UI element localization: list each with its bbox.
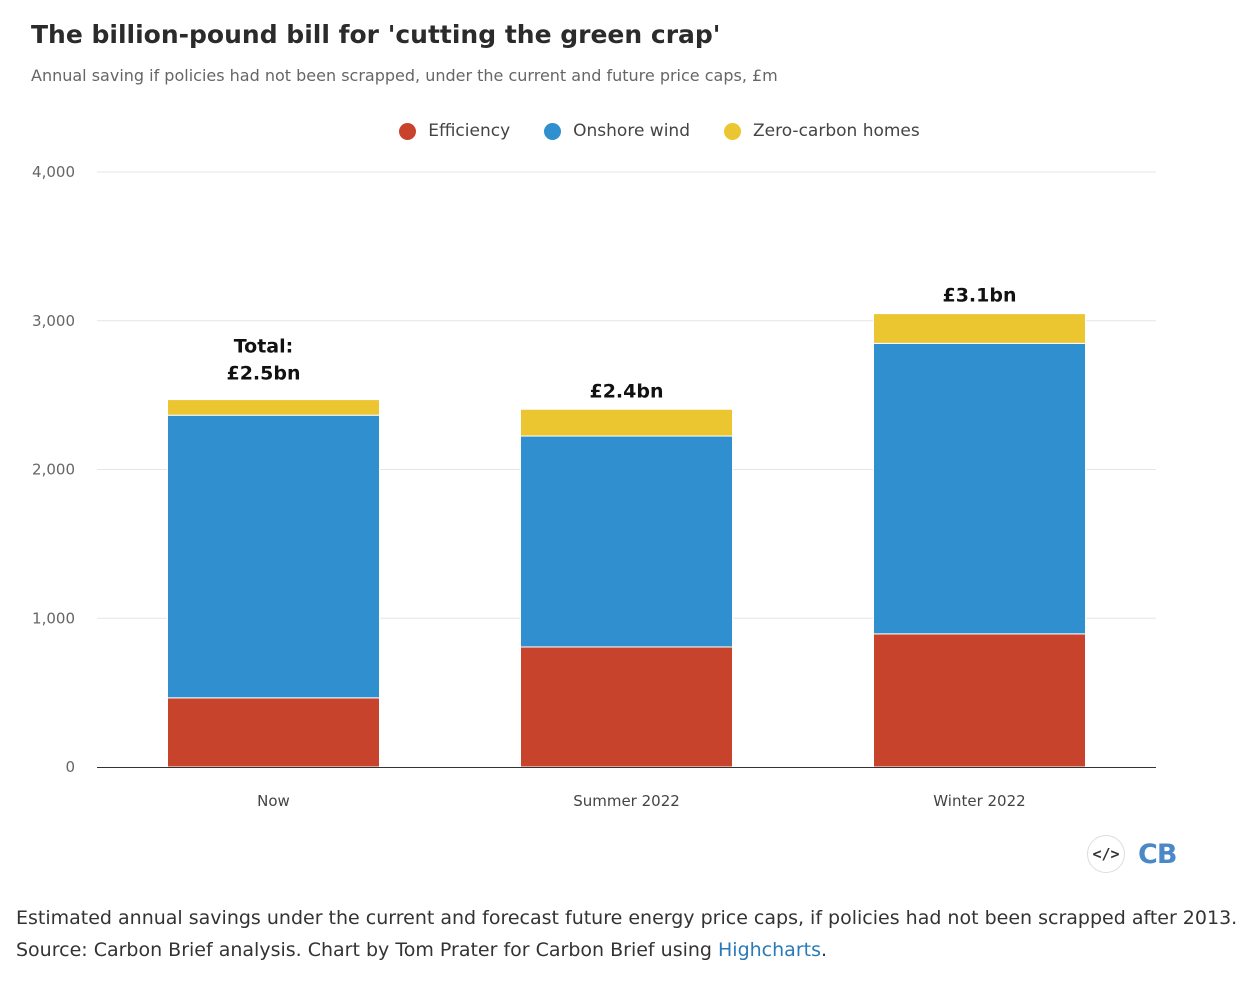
carbon-brief-logo[interactable]: CB [1138, 838, 1177, 870]
caption-source: Source: Carbon Brief analysis. Chart by … [16, 939, 719, 961]
stack-total-value: £2.4bn [589, 380, 663, 402]
chart-title: The billion-pound bill for 'cutting the … [31, 20, 721, 49]
embed-code-icon[interactable]: </> [1087, 835, 1125, 873]
caption-period: . [820, 939, 828, 961]
legend-label-onshore-wind: Onshore wind [573, 121, 690, 141]
x-tick-label: Now [257, 792, 290, 810]
x-tick-label: Winter 2022 [933, 792, 1025, 810]
bar-zero-carbon-homes [520, 408, 733, 437]
legend-item-onshore-wind[interactable]: Onshore wind [544, 121, 690, 141]
legend-dot-efficiency [399, 122, 417, 140]
stack-total-label: Total: [234, 336, 294, 358]
stack-total-value: £2.5bn [226, 363, 300, 385]
caption-line-1: Estimated annual savings under the curre… [16, 907, 1238, 929]
legend-item-efficiency[interactable]: Efficiency [399, 121, 510, 141]
bar-efficiency [873, 633, 1086, 768]
highcharts-link[interactable]: Highcharts [718, 939, 821, 961]
legend-label-zero-carbon-homes: Zero-carbon homes [753, 121, 920, 141]
bar-efficiency [167, 697, 380, 768]
bar-zero-carbon-homes [873, 313, 1086, 344]
stack-total-value: £3.1bn [942, 285, 1016, 307]
y-tick-label: 2,000 [32, 461, 75, 479]
legend-dot-zero-carbon-homes [724, 122, 741, 140]
x-tick-label: Summer 2022 [573, 792, 680, 810]
bar-onshore-wind [167, 414, 380, 699]
y-tick-label: 4,000 [32, 163, 75, 181]
legend-dot-onshore-wind [544, 122, 562, 140]
bar-efficiency [520, 646, 733, 768]
bar-zero-carbon-homes [167, 399, 380, 416]
bar-onshore-wind [520, 435, 733, 648]
caption-line-2: Source: Carbon Brief analysis. Chart by … [16, 934, 1256, 966]
y-tick-label: 0 [65, 758, 75, 776]
caption: Estimated annual savings under the curre… [16, 902, 1256, 966]
y-tick-label: 3,000 [32, 312, 75, 330]
stacked-bar-chart: 0 1,000 2,000 3,000 4,000 Total: £2.5bn Now £2.4… [32, 163, 1156, 810]
branding: </> CB [1087, 835, 1177, 873]
chart-subtitle: Annual saving if policies had not been s… [31, 66, 778, 85]
legend: Efficiency Onshore wind Zero-carbon home… [0, 121, 1259, 141]
legend-item-zero-carbon-homes[interactable]: Zero-carbon homes [724, 121, 920, 141]
y-tick-label: 1,000 [32, 609, 75, 627]
legend-label-efficiency: Efficiency [428, 121, 511, 141]
bar-onshore-wind [873, 342, 1086, 635]
